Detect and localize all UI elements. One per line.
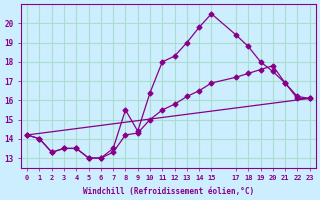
X-axis label: Windchill (Refroidissement éolien,°C): Windchill (Refroidissement éolien,°C) bbox=[83, 187, 254, 196]
